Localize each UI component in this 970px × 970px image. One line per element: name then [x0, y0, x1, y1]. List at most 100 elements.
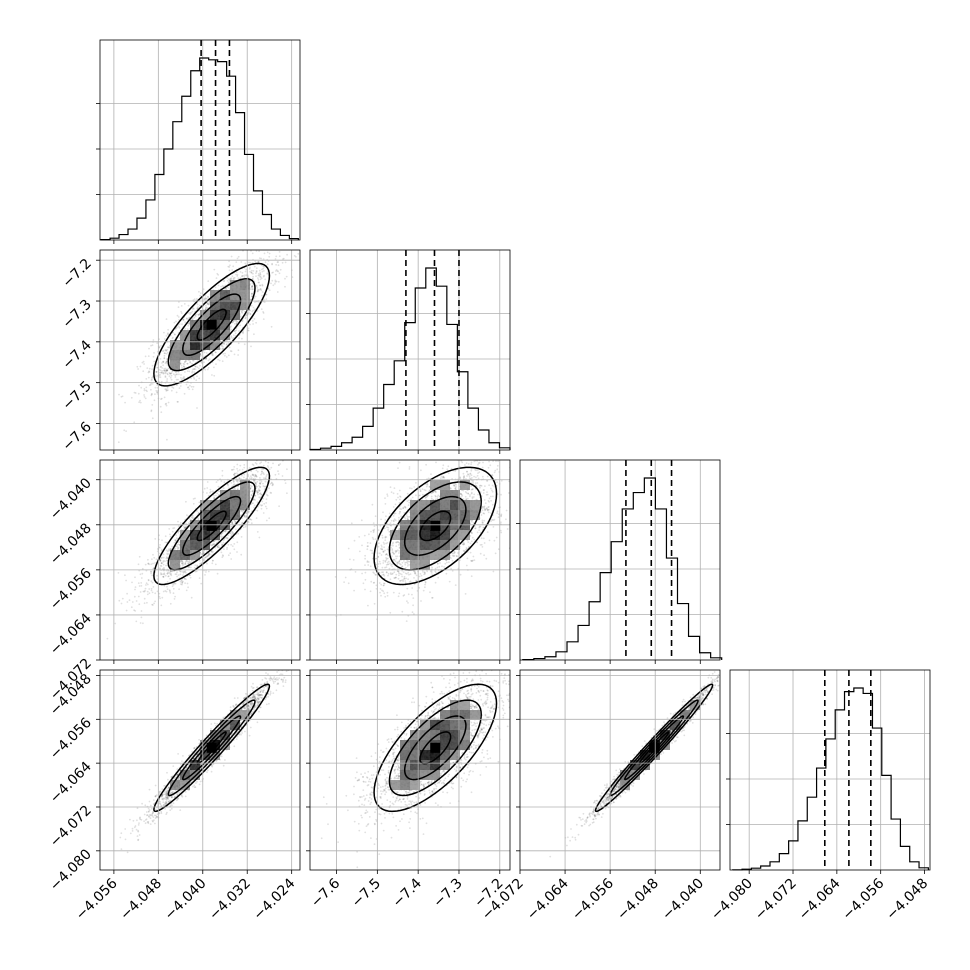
sample-point: [171, 530, 174, 533]
sample-point: [278, 255, 281, 258]
sample-point: [293, 254, 296, 257]
sample-point: [263, 274, 265, 277]
sample-point: [166, 387, 169, 389]
sample-point: [158, 368, 161, 371]
sample-point: [180, 364, 183, 367]
sample-point: [195, 379, 198, 382]
sample-point: [188, 323, 191, 325]
panel-frame: [519, 459, 721, 661]
sample-point: [144, 397, 147, 400]
sample-point: [155, 389, 158, 392]
sample-point: [180, 312, 183, 314]
sample-point: [180, 579, 183, 582]
sample-point: [245, 457, 247, 459]
sample-point: [249, 238, 251, 240]
sample-point: [233, 543, 236, 545]
sample-point: [230, 469, 233, 471]
sample-point: [174, 595, 176, 598]
sample-point: [232, 319, 235, 322]
sample-point: [244, 270, 247, 273]
sample-point: [252, 323, 255, 325]
sample-point: [239, 277, 242, 280]
sample-point: [230, 328, 233, 331]
sample-point: [148, 367, 151, 370]
sample-point: [166, 358, 168, 360]
sample-point: [133, 595, 136, 598]
sample-point: [275, 255, 278, 258]
sample-point: [262, 275, 265, 278]
sample-point: [282, 258, 284, 260]
sample-point: [236, 321, 239, 323]
sample-point: [191, 362, 193, 365]
sample-point: [151, 368, 153, 370]
sample-point: [228, 346, 231, 349]
sample-point: [226, 279, 229, 282]
sample-point: [150, 580, 153, 583]
sample-point: [142, 622, 144, 625]
sample-point: [253, 318, 256, 320]
sample-point: [266, 465, 269, 467]
sample-point: [135, 600, 138, 602]
sample-point: [228, 287, 231, 289]
sample-point: [194, 315, 197, 318]
sample-point: [205, 571, 207, 573]
sample-point: [258, 257, 261, 259]
sample-point: [182, 561, 184, 564]
sample-point: [259, 288, 262, 290]
sample-point: [150, 587, 153, 590]
sample-point: [205, 306, 208, 309]
sample-point: [198, 304, 201, 307]
sample-point: [233, 330, 236, 333]
sample-point: [259, 284, 262, 287]
sample-point: [197, 367, 200, 370]
sample-point: [277, 455, 279, 457]
sample-point: [155, 558, 158, 561]
sample-point: [260, 507, 263, 510]
sample-point: [160, 398, 162, 400]
sample-point: [258, 281, 260, 284]
sample-point: [257, 288, 259, 291]
sample-point: [224, 352, 226, 355]
sample-point: [274, 454, 276, 456]
sample-point: [178, 373, 180, 376]
density-bin: [230, 290, 240, 300]
density-bin: [230, 280, 240, 290]
sample-point: [221, 474, 224, 477]
sample-point: [175, 391, 178, 394]
sample-point: [168, 371, 171, 374]
sample-point: [222, 541, 225, 544]
histogram-panel-1: [96, 39, 301, 241]
sample-point: [164, 376, 167, 378]
sample-point: [167, 332, 169, 335]
sample-point: [228, 278, 230, 281]
sample-point: [197, 306, 199, 308]
sample-point: [172, 387, 175, 389]
sample-point: [244, 262, 247, 265]
sample-point: [277, 473, 280, 475]
sample-point: [231, 275, 234, 278]
sample-point: [277, 264, 280, 267]
sample-point: [251, 252, 254, 255]
sample-point: [227, 281, 230, 284]
sample-point: [195, 570, 198, 573]
sample-point: [120, 602, 123, 605]
sample-point: [258, 250, 260, 253]
sample-point: [173, 598, 176, 600]
sample-point: [263, 298, 265, 301]
sample-point: [155, 370, 158, 373]
sample-point: [189, 311, 191, 314]
sample-point: [165, 590, 168, 593]
sample-point: [286, 492, 288, 495]
sample-point: [200, 354, 202, 357]
sample-point: [203, 298, 206, 300]
sample-point: [165, 352, 168, 355]
sample-point: [206, 562, 208, 565]
sample-point: [227, 265, 230, 268]
sample-point: [117, 441, 120, 444]
sample-point: [262, 512, 265, 514]
panel-frame: [309, 249, 511, 451]
sample-point: [217, 274, 220, 276]
sample-point: [188, 559, 191, 562]
density-bin: [210, 340, 220, 350]
density-bin: [220, 290, 230, 300]
